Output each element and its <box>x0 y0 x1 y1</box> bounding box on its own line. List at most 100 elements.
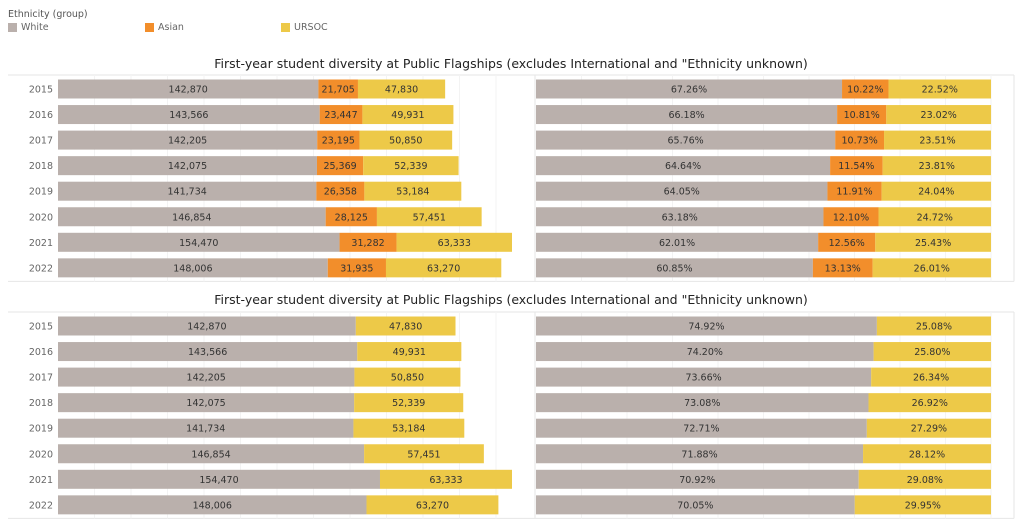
bar-ursoc-counts-2015[interactable] <box>357 79 446 99</box>
bar-white-counts-2016[interactable] <box>58 105 320 125</box>
bar-asian-percent-2016[interactable] <box>837 105 887 125</box>
bar-ursoc-counts-2016[interactable] <box>357 342 462 362</box>
bar-ursoc-counts-2022[interactable] <box>366 495 499 515</box>
data-label-ursoc: 25.80% <box>914 347 950 358</box>
bar-ursoc-percent-2015[interactable] <box>876 316 991 336</box>
bar-white-counts-2022[interactable] <box>58 495 367 515</box>
bar-ursoc-counts-2021[interactable] <box>396 232 512 252</box>
data-label-ursoc: 57,451 <box>413 212 446 223</box>
bar-ursoc-counts-2017[interactable] <box>354 367 461 387</box>
bar-ursoc-counts-2021[interactable] <box>379 469 512 489</box>
legend-item-asian[interactable]: Asian <box>145 22 184 33</box>
bar-white-percent-2021[interactable] <box>536 469 859 489</box>
bar-white-percent-2015[interactable] <box>536 79 843 99</box>
data-label-white: 148,006 <box>173 263 212 274</box>
bar-white-counts-2019[interactable] <box>58 418 354 438</box>
bar-ursoc-percent-2017[interactable] <box>871 367 991 387</box>
bar-white-percent-2022[interactable] <box>536 258 813 278</box>
bar-asian-percent-2021[interactable] <box>818 232 876 252</box>
bar-white-percent-2016[interactable] <box>536 342 874 362</box>
bar-ursoc-counts-2022[interactable] <box>385 258 502 278</box>
bar-ursoc-percent-2016[interactable] <box>886 105 992 125</box>
bar-ursoc-percent-2018[interactable] <box>882 156 991 176</box>
bar-white-percent-2020[interactable] <box>536 207 824 227</box>
data-label-ursoc: 23.51% <box>919 136 955 147</box>
bar-ursoc-percent-2021[interactable] <box>858 469 991 489</box>
bar-white-counts-2020[interactable] <box>58 207 326 227</box>
bar-asian-percent-2019[interactable] <box>827 181 882 201</box>
bar-asian-counts-2019[interactable] <box>316 181 365 201</box>
bar-asian-percent-2017[interactable] <box>835 130 885 150</box>
bar-white-counts-2018[interactable] <box>58 393 355 413</box>
data-label-ursoc: 52,339 <box>392 398 425 409</box>
bar-asian-percent-2018[interactable] <box>830 156 883 176</box>
bar-white-percent-2020[interactable] <box>536 444 864 464</box>
year-label: 2019 <box>29 187 53 198</box>
bar-ursoc-counts-2018[interactable] <box>363 156 459 176</box>
bar-white-counts-2019[interactable] <box>58 181 317 201</box>
bar-asian-counts-2015[interactable] <box>318 79 358 99</box>
bar-white-counts-2017[interactable] <box>58 130 318 150</box>
bar-white-percent-2018[interactable] <box>536 393 869 413</box>
bar-ursoc-percent-2018[interactable] <box>868 393 991 413</box>
bar-asian-counts-2020[interactable] <box>325 207 377 227</box>
bar-asian-counts-2018[interactable] <box>316 156 364 176</box>
bar-ursoc-counts-2017[interactable] <box>359 130 453 150</box>
bar-ursoc-counts-2019[interactable] <box>353 418 465 438</box>
bar-white-counts-2018[interactable] <box>58 156 317 176</box>
data-label-ursoc: 26.92% <box>912 398 948 409</box>
year-label: 2019 <box>29 424 53 435</box>
bar-white-counts-2022[interactable] <box>58 258 328 278</box>
bar-ursoc-percent-2020[interactable] <box>863 444 991 464</box>
bar-ursoc-percent-2019[interactable] <box>881 181 991 201</box>
bar-asian-counts-2016[interactable] <box>319 105 363 125</box>
bar-white-counts-2020[interactable] <box>58 444 365 464</box>
bar-ursoc-counts-2018[interactable] <box>354 393 464 413</box>
bar-white-counts-2021[interactable] <box>58 469 380 489</box>
data-label-white: 143,566 <box>188 347 227 358</box>
bar-ursoc-percent-2022[interactable] <box>854 495 991 515</box>
bar-asian-percent-2020[interactable] <box>823 207 879 227</box>
bar-white-percent-2018[interactable] <box>536 156 831 176</box>
bar-ursoc-percent-2022[interactable] <box>872 258 991 278</box>
bar-white-percent-2017[interactable] <box>536 367 872 387</box>
bar-white-counts-2016[interactable] <box>58 342 358 362</box>
bar-white-counts-2015[interactable] <box>58 79 319 99</box>
legend-title: Ethnicity (group) <box>8 9 88 20</box>
bar-white-percent-2021[interactable] <box>536 232 819 252</box>
white-swatch-icon <box>8 23 17 32</box>
bar-ursoc-counts-2020[interactable] <box>364 444 484 464</box>
bar-white-percent-2019[interactable] <box>536 181 828 201</box>
bar-asian-counts-2017[interactable] <box>317 130 360 150</box>
bar-white-counts-2015[interactable] <box>58 316 356 336</box>
bar-asian-counts-2022[interactable] <box>327 258 386 278</box>
data-label-ursoc: 24.72% <box>917 212 953 223</box>
bar-ursoc-counts-2019[interactable] <box>364 181 462 201</box>
bar-white-percent-2022[interactable] <box>536 495 855 515</box>
data-label-white: 60.85% <box>656 263 692 274</box>
bar-asian-percent-2015[interactable] <box>842 79 889 99</box>
bar-ursoc-percent-2017[interactable] <box>884 130 991 150</box>
bar-asian-counts-2021[interactable] <box>339 232 397 252</box>
bar-ursoc-counts-2016[interactable] <box>362 105 454 125</box>
legend-item-white[interactable]: White <box>8 22 49 33</box>
bar-ursoc-percent-2021[interactable] <box>875 232 991 252</box>
bar-white-percent-2015[interactable] <box>536 316 877 336</box>
bar-white-percent-2016[interactable] <box>536 105 838 125</box>
data-label-asian: 11.54% <box>838 161 874 172</box>
bar-ursoc-counts-2020[interactable] <box>376 207 482 227</box>
bar-asian-percent-2022[interactable] <box>812 258 873 278</box>
bar-ursoc-percent-2019[interactable] <box>866 418 991 438</box>
legend-item-ursoc[interactable]: URSOC <box>281 22 328 33</box>
data-label-white: 71.88% <box>681 449 717 460</box>
bar-ursoc-counts-2015[interactable] <box>355 316 456 336</box>
bar-white-percent-2017[interactable] <box>536 130 836 150</box>
bar-white-counts-2017[interactable] <box>58 367 355 387</box>
bar-ursoc-percent-2016[interactable] <box>873 342 991 362</box>
bar-white-percent-2019[interactable] <box>536 418 867 438</box>
bar-ursoc-percent-2020[interactable] <box>878 207 991 227</box>
data-label-white: 142,870 <box>169 85 208 96</box>
bar-ursoc-percent-2015[interactable] <box>888 79 991 99</box>
data-label-white: 73.08% <box>684 398 720 409</box>
bar-white-counts-2021[interactable] <box>58 232 340 252</box>
